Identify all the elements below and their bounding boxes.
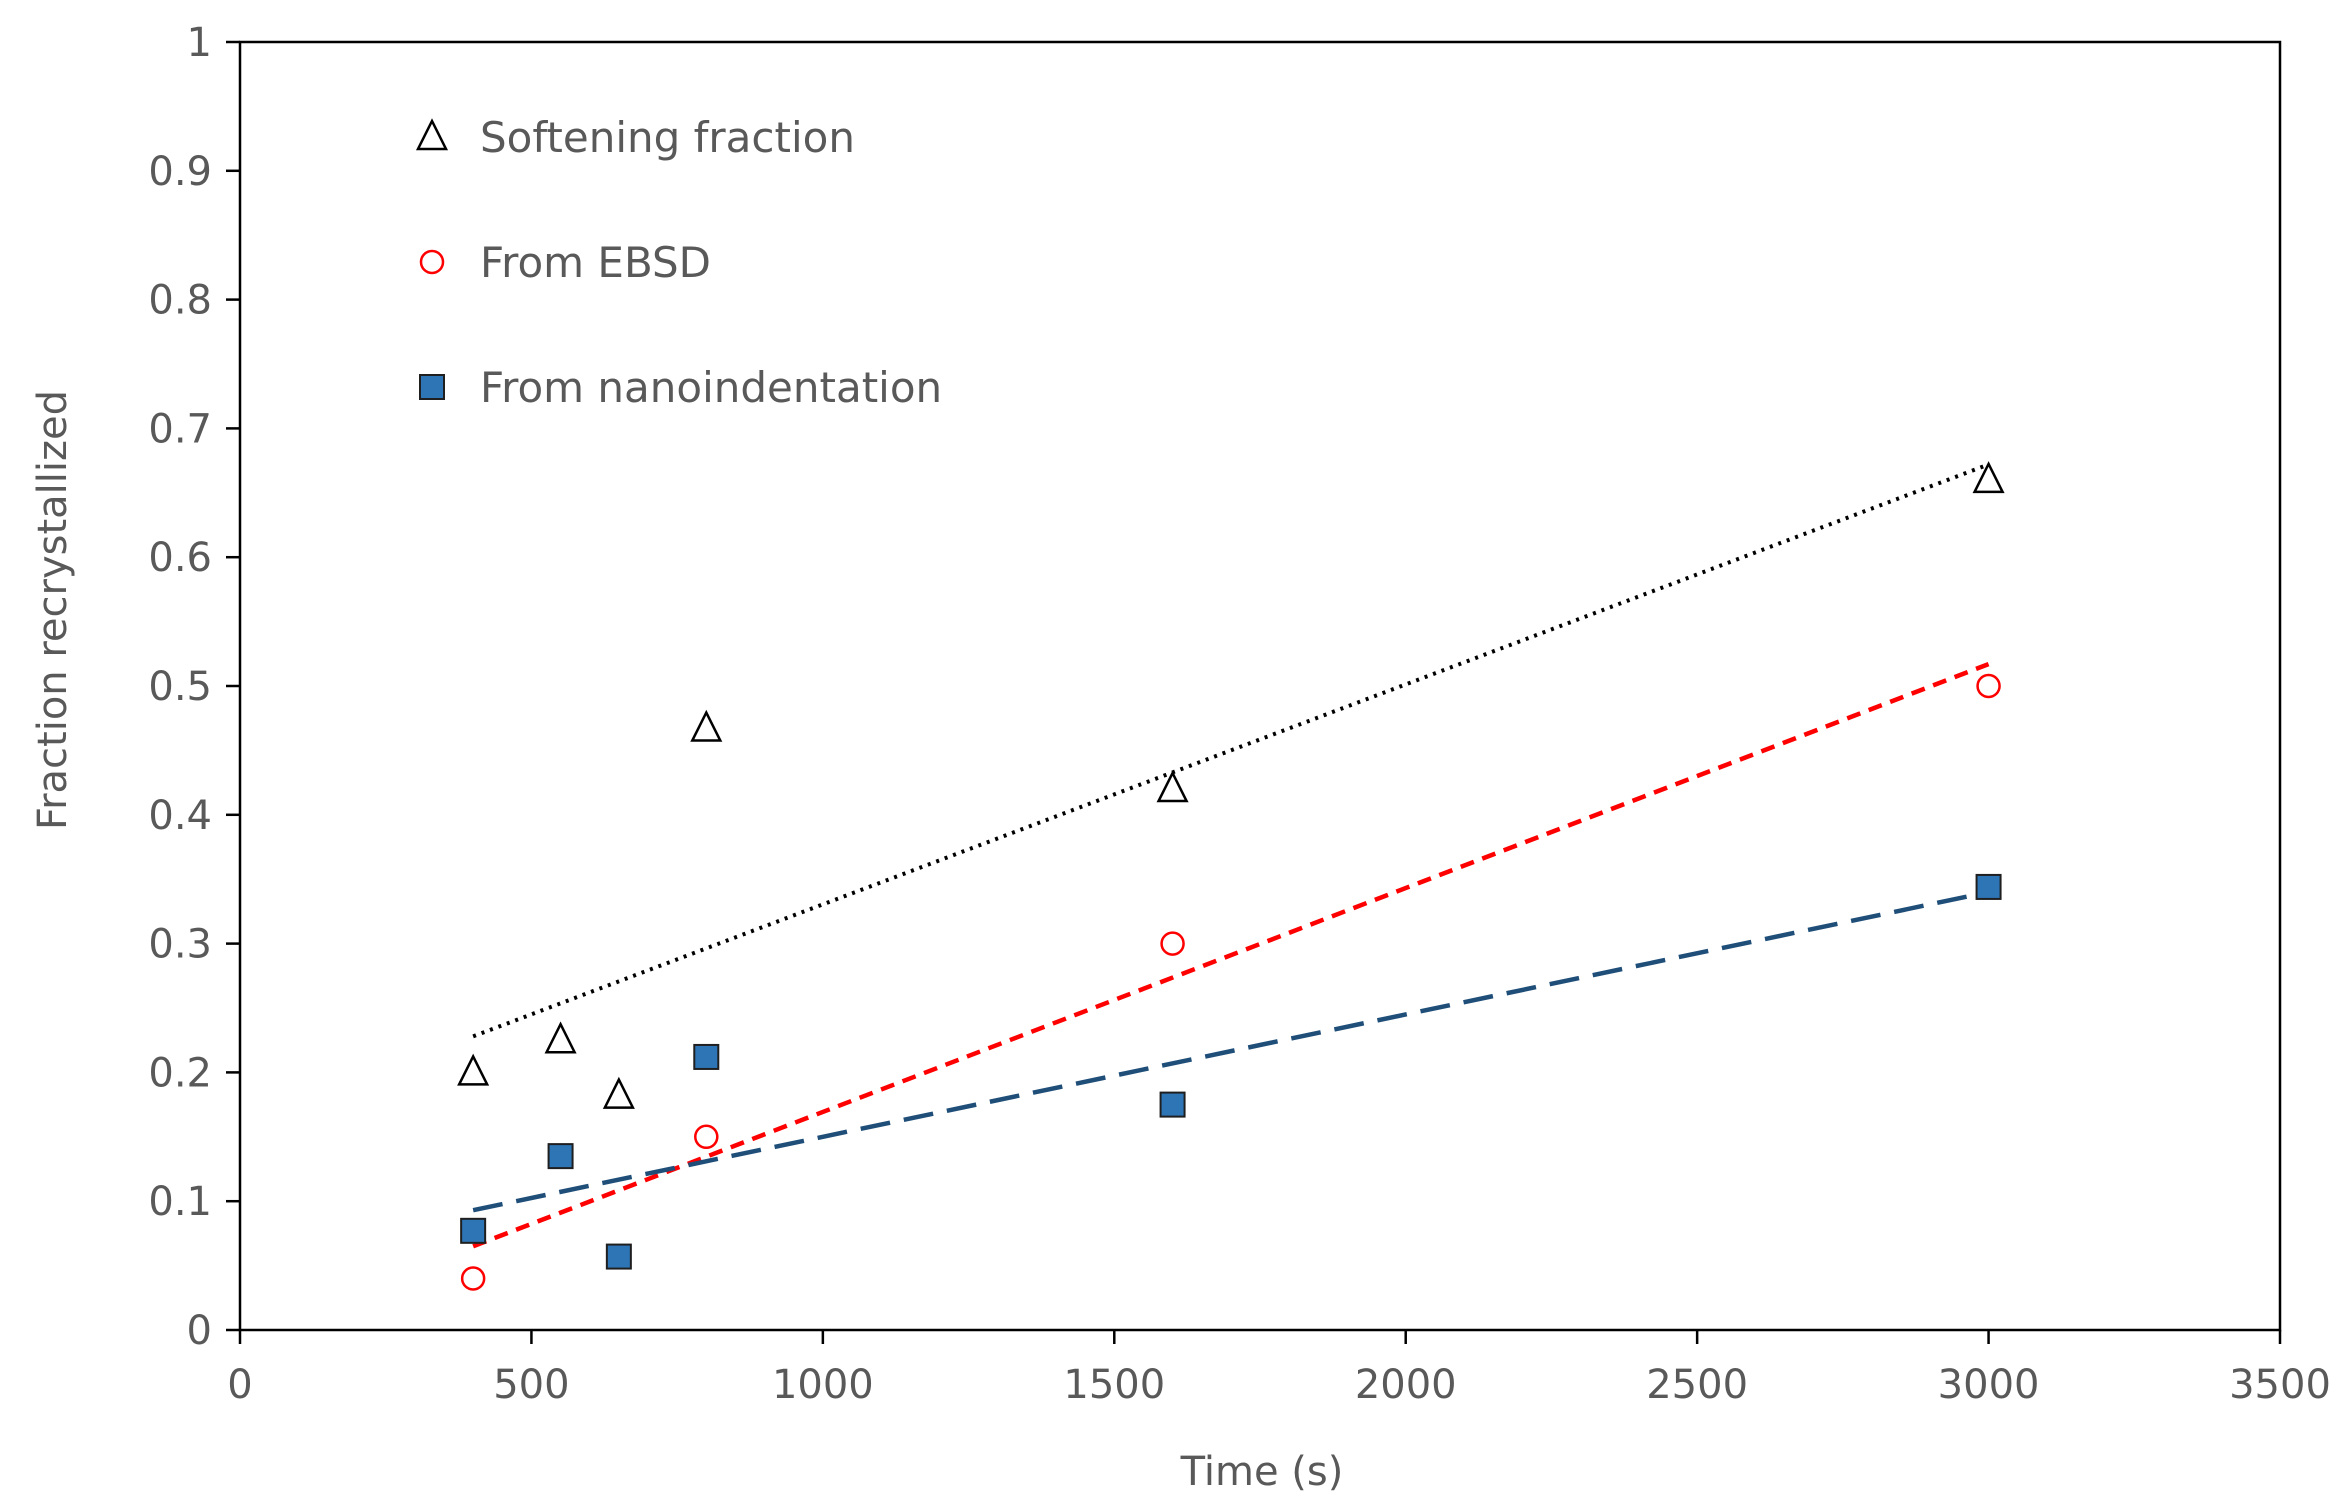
legend-marker [419,249,445,275]
trendline-from-nanoindentation [472,889,1990,1213]
plot-area [238,40,2282,1332]
x-axis-ticks: 0 500 1000 1500 2000 2500 3000 3500 [227,1330,2331,1408]
y-tick-label: 0.7 [148,406,212,452]
y-tick-label: 0.8 [148,278,212,324]
y-tick-label: 1 [187,20,212,66]
data-point [460,1217,487,1244]
x-tick-label: 2500 [1646,1362,1748,1408]
legend-label: From nanoindentation [480,363,942,412]
x-tick-label: 1500 [1063,1362,1165,1408]
x-tick-label: 1000 [772,1362,874,1408]
x-tick-label: 3000 [1938,1362,2040,1408]
legend-marker [419,374,445,400]
data-point [1975,873,2002,900]
x-tick-label: 3500 [2229,1362,2331,1408]
data-point [1159,1091,1186,1118]
legend: Softening fraction From EBSD From nanoinde… [415,113,942,412]
data-point [690,709,723,742]
x-tick-label: 500 [493,1362,569,1408]
data-point [605,1243,632,1270]
data-point [544,1021,577,1054]
data-point [694,1124,719,1150]
data-point [1976,673,2001,699]
x-tick-label: 0 [227,1362,252,1408]
y-tick-label: 0 [187,1308,212,1354]
y-tick-label: 0.9 [148,149,212,195]
y-axis-ticks: 0 0.1 0.2 0.3 0.4 0.5 0.6 0.7 0.8 0.9 1 [148,20,240,1354]
data-point [1972,461,2005,494]
y-tick-label: 0.1 [148,1179,212,1225]
y-tick-label: 0.2 [148,1050,212,1096]
legend-label: From EBSD [480,238,711,287]
data-point [1156,770,1189,803]
y-axis-title: Fraction recrystallized [30,390,76,830]
trendlines [472,462,1990,1249]
data-point [460,1266,486,1291]
legend-label: Softening fraction [480,113,855,162]
y-tick-label: 0.3 [148,922,212,968]
y-tick-label: 0.4 [148,793,212,839]
data-points [457,461,2005,1291]
x-tick-label: 2000 [1355,1362,1457,1408]
legend-marker [415,118,449,151]
y-tick-label: 0.6 [148,535,212,581]
trendline-from-ebsd [472,662,1990,1249]
data-point [547,1143,574,1170]
data-point [693,1043,720,1070]
data-point [1160,931,1185,956]
y-tick-label: 0.5 [148,664,212,710]
data-point [457,1053,490,1086]
data-point [602,1076,635,1109]
x-axis-title: Time (s) [1180,1449,1344,1495]
